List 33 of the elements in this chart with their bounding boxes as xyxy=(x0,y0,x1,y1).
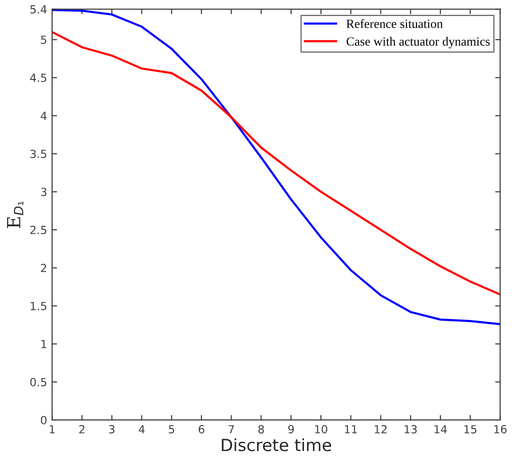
x-tick-label: 1 xyxy=(50,425,55,434)
x-tick-label: 8 xyxy=(258,425,264,434)
legend-label: Reference situation xyxy=(346,19,443,28)
x-tick-label: 4 xyxy=(138,425,145,434)
legend-label: Case with actuator dynamics xyxy=(346,36,490,48)
x-tick-label: 10 xyxy=(315,425,328,434)
y-tick-label: 5.4 xyxy=(30,5,47,14)
x-tick-label: 9 xyxy=(288,425,294,434)
x-tick-label: 5 xyxy=(168,425,174,434)
x-axis-title: Discrete time xyxy=(222,438,332,452)
y-tick-label: 2 xyxy=(40,264,46,272)
x-tick-label: 15 xyxy=(464,425,476,434)
y-axis-title: E$_{D₁}$ xyxy=(7,201,24,228)
y-tick-label: 4.5 xyxy=(30,74,46,82)
y-tick-label: 1.5 xyxy=(30,302,46,310)
x-tick-label: 7 xyxy=(228,425,234,434)
y-tick-label: 5 xyxy=(41,36,46,44)
line-series xyxy=(52,30,500,296)
y-tick-label: 3.5 xyxy=(30,150,46,158)
y-tick-label: 0.5 xyxy=(30,378,46,386)
x-tick-label: 3 xyxy=(109,425,114,434)
y-tick-label: 4 xyxy=(40,112,47,120)
x-tick-label: 16 xyxy=(494,425,507,434)
y-tick-label: 3 xyxy=(41,188,46,196)
x-tick-label: 12 xyxy=(374,425,387,434)
y-tick-label: 2.5 xyxy=(30,226,46,234)
y-tick-label: 0 xyxy=(40,416,46,424)
x-tick-label: 13 xyxy=(404,425,417,434)
x-tick-label: 2 xyxy=(79,425,84,434)
x-tick-label: 14 xyxy=(434,425,447,434)
x-tick-label: 11 xyxy=(344,425,357,434)
y-tick-label: 1 xyxy=(41,340,46,348)
x-tick-label: 6 xyxy=(198,425,204,434)
